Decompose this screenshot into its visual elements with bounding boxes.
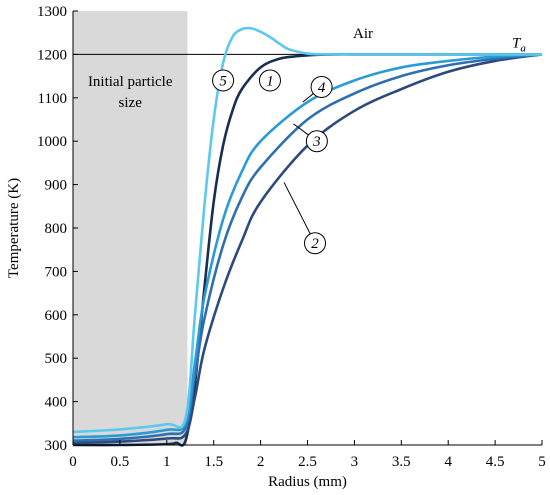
y-tick-label: 600 (45, 308, 68, 324)
ambient-temperature-label: Ta (512, 35, 526, 54)
x-tick-label: 4 (444, 454, 452, 470)
x-tick-label: 2.5 (298, 454, 317, 470)
curve-label-4: 4 (318, 80, 326, 96)
x-tick-label: 2 (257, 454, 265, 470)
ambient-temperature-label-main: T (512, 35, 522, 51)
y-axis-label: Temperature (K) (6, 178, 22, 278)
x-tick-label: 1 (163, 454, 171, 470)
curve-label-5: 5 (219, 73, 227, 89)
y-tick-label: 700 (45, 264, 68, 280)
series-3-line (72, 53, 543, 442)
y-tick-label: 900 (45, 178, 68, 194)
series-5-line (72, 26, 542, 434)
series-2-line (72, 53, 543, 445)
x-tick-label: 3 (351, 454, 359, 470)
particle-region-label-line2: size (119, 95, 143, 111)
curve-label-3-circle (305, 130, 328, 153)
y-tick-label: 1300 (37, 4, 67, 20)
tick-labels: 0 0.5 1 1.5 2 2.5 3 3.5 4 4.5 5 300 400 500 600 700 800 9… (37, 4, 546, 470)
x-tick-label: 4.5 (486, 454, 505, 470)
axes (72, 10, 543, 446)
y-tick-label: 300 (45, 438, 68, 454)
y-tick-label: 1200 (37, 47, 67, 63)
ambient-temperature-label-sub: a (520, 42, 526, 54)
x-tick-label: 0 (69, 454, 77, 470)
y-tick-label: 800 (45, 221, 68, 237)
x-tick-label: 3.5 (392, 454, 411, 470)
y-tick-label: 500 (45, 351, 68, 367)
series-group (72, 26, 543, 447)
y-tick-label: 400 (45, 395, 68, 411)
y-tick-label: 1100 (38, 91, 67, 107)
curve-labels-group: 5 1 4 3 2 (212, 69, 333, 255)
series-4-line (72, 53, 543, 439)
curve-label-1: 1 (266, 73, 274, 89)
curve-label-2: 2 (311, 236, 319, 252)
x-tick-label: 1.5 (204, 454, 223, 470)
x-tick-label: 5 (538, 454, 546, 470)
curve-label-3: 3 (312, 134, 321, 150)
curve-label-4-circle (310, 75, 333, 98)
particle-region-label-line1: Initial particle (88, 74, 173, 90)
x-tick-label: 0.5 (111, 454, 130, 470)
y-tick-label: 1000 (37, 134, 67, 150)
curve-label-2-circle (304, 232, 327, 255)
particle-region (73, 11, 188, 445)
x-axis-label: Radius (mm) (268, 474, 347, 490)
curve-label-5-circle (212, 69, 235, 92)
air-annotation: Air (353, 26, 373, 42)
curve-label-2-pointer (283, 182, 316, 244)
curve-label-1-circle (258, 69, 281, 92)
